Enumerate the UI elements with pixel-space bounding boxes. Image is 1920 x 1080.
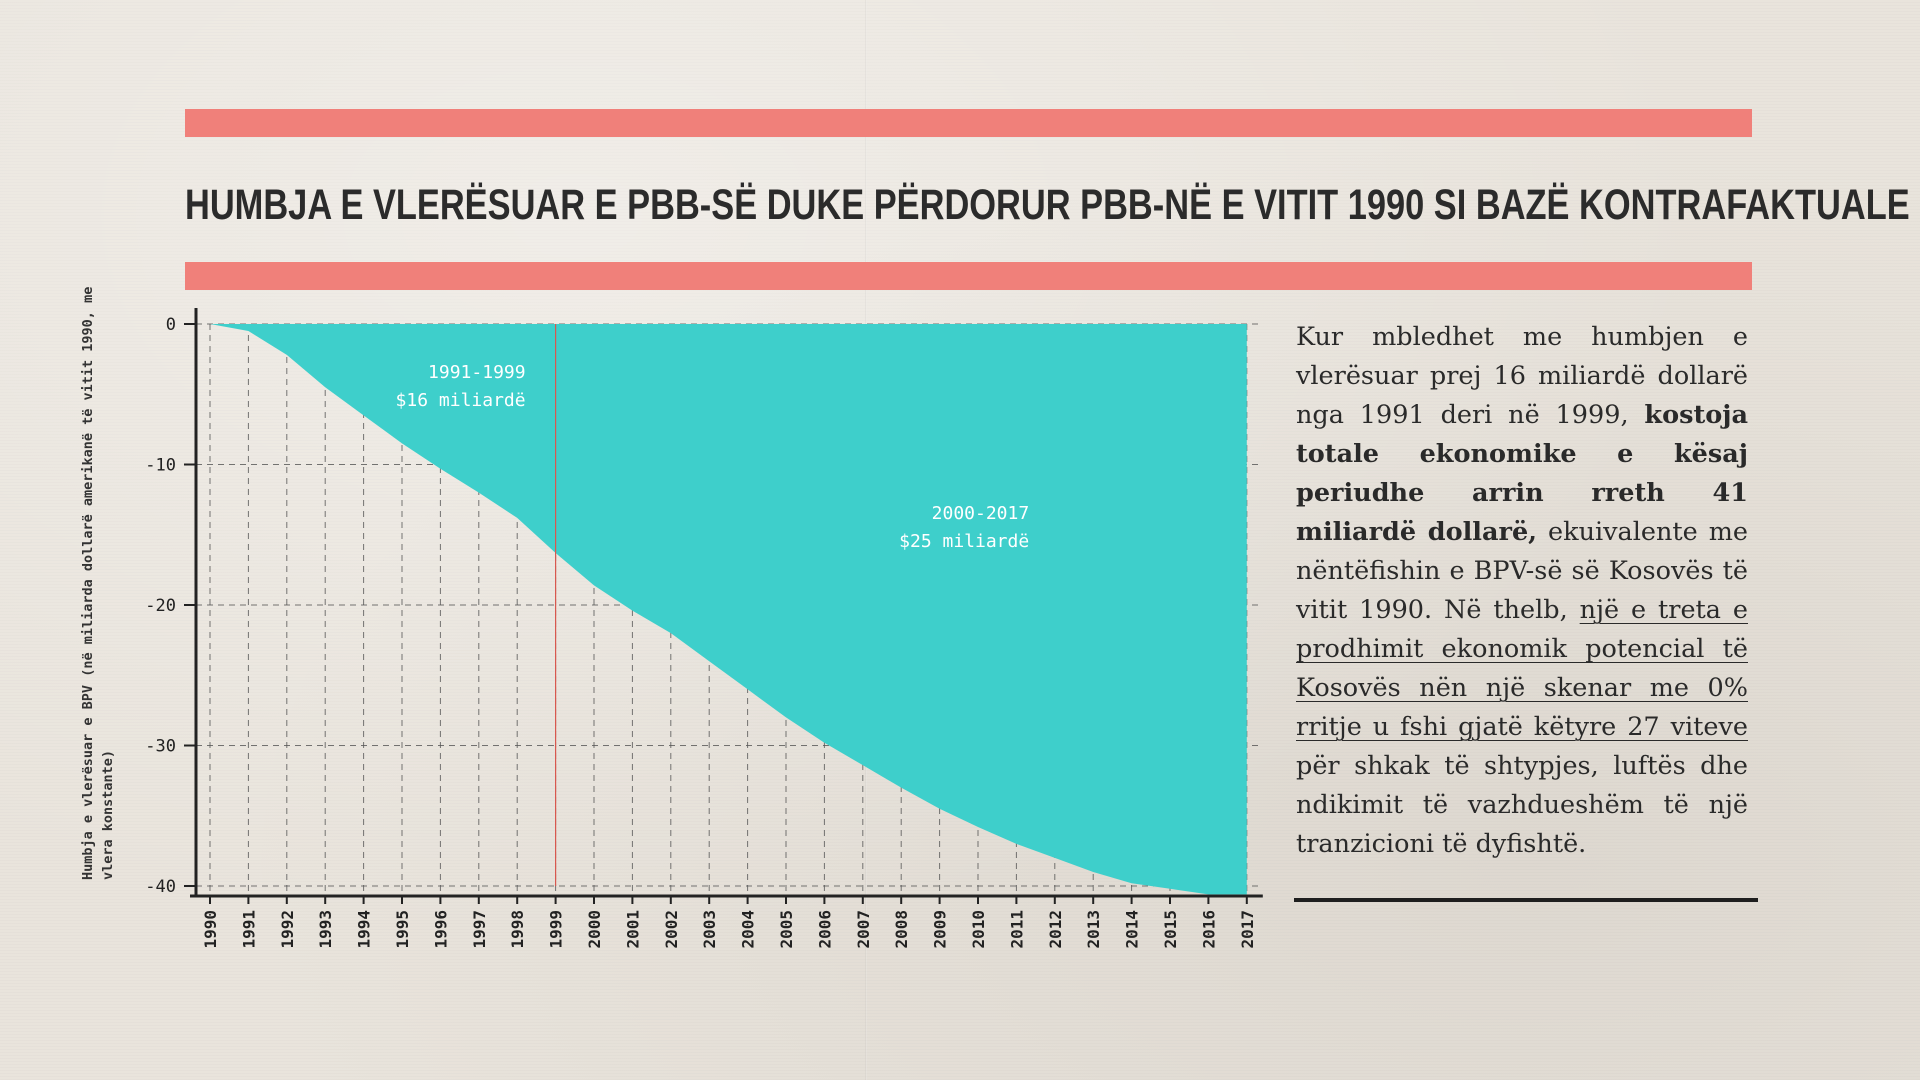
chart-title: HUMBJA E VLERËSUAR E PBB-SË DUKE PËRDORU…	[185, 181, 1910, 229]
x-tick-label: 1993	[316, 910, 335, 949]
x-tick-label: 1995	[393, 910, 412, 949]
x-tick-label: 2016	[1199, 910, 1218, 949]
annotation-amount-2: $25 miliardë	[899, 531, 1029, 552]
x-tick-label: 2004	[739, 910, 758, 949]
x-tick-label: 1996	[431, 910, 450, 949]
x-tick-label: 2014	[1123, 910, 1142, 949]
body-paragraph: Kur mbledhet me humbjen e vlerësuar prej…	[1296, 318, 1748, 864]
x-tick-label: 2006	[815, 910, 834, 949]
area-series-gdp-loss	[210, 324, 1247, 895]
text-bottom-rule	[1294, 898, 1758, 902]
y-tick-label: 0	[166, 315, 176, 335]
x-tick-label: 2009	[931, 910, 950, 949]
x-tick-label: 2002	[662, 910, 681, 949]
x-tick-label: 2010	[969, 910, 988, 949]
x-tick-label: 2012	[1046, 910, 1065, 949]
x-tick-label: 2008	[892, 910, 911, 949]
x-tick-label: 2013	[1084, 910, 1103, 949]
body-text-bold: kostoja totale ekonomike e kësaj periudh…	[1296, 400, 1748, 547]
annotation-period-1: 1991-1999	[428, 362, 526, 383]
x-tick-label: 1990	[201, 910, 220, 949]
y-tick-label: -40	[145, 877, 176, 897]
bottom-accent-bar	[185, 262, 1752, 290]
x-tick-label: 2007	[854, 910, 873, 949]
x-tick-label: 1991	[239, 910, 258, 949]
x-tick-label: 1997	[470, 910, 489, 949]
y-axis-label: Humbja e vlerësuar e BPV (në miliarda do…	[80, 286, 116, 880]
x-tick-label: 2017	[1238, 910, 1257, 949]
x-tick-label: 2001	[623, 910, 642, 949]
x-tick-label: 1999	[547, 910, 566, 949]
y-tick-label: -30	[145, 737, 176, 757]
x-tick-label: 1992	[278, 910, 297, 949]
x-tick-label: 2015	[1161, 910, 1180, 949]
top-accent-bar	[185, 109, 1752, 137]
body-text-middle: ekuivalente me nëntëfishin e BPV-së së K…	[1296, 517, 1748, 625]
y-tick-label: -20	[145, 596, 176, 616]
x-tick-label: 2011	[1007, 910, 1026, 949]
body-text-intro: Kur mbledhet me humbjen e vlerësuar prej…	[1296, 322, 1748, 430]
x-tick-label: 1998	[508, 910, 527, 949]
annotation-period-2: 2000-2017	[932, 503, 1030, 524]
area-chart: 0 -10 -20 -30 -40 1990 1991 1992 1993 1994 1995 199…	[145, 308, 1263, 949]
x-tick-label: 2005	[777, 910, 796, 949]
y-tick-label: -10	[145, 456, 176, 476]
body-text-end: për shkak të shtypjes, luftës dhe ndikim…	[1296, 751, 1748, 859]
x-tick-label: 1994	[355, 910, 374, 949]
annotation-amount-1: $16 miliardë	[396, 390, 526, 411]
x-tick-label: 2003	[700, 910, 719, 949]
body-text-underlined: një e treta e prodhimit ekonomik potenci…	[1296, 595, 1748, 742]
x-tick-label: 2000	[585, 910, 604, 949]
